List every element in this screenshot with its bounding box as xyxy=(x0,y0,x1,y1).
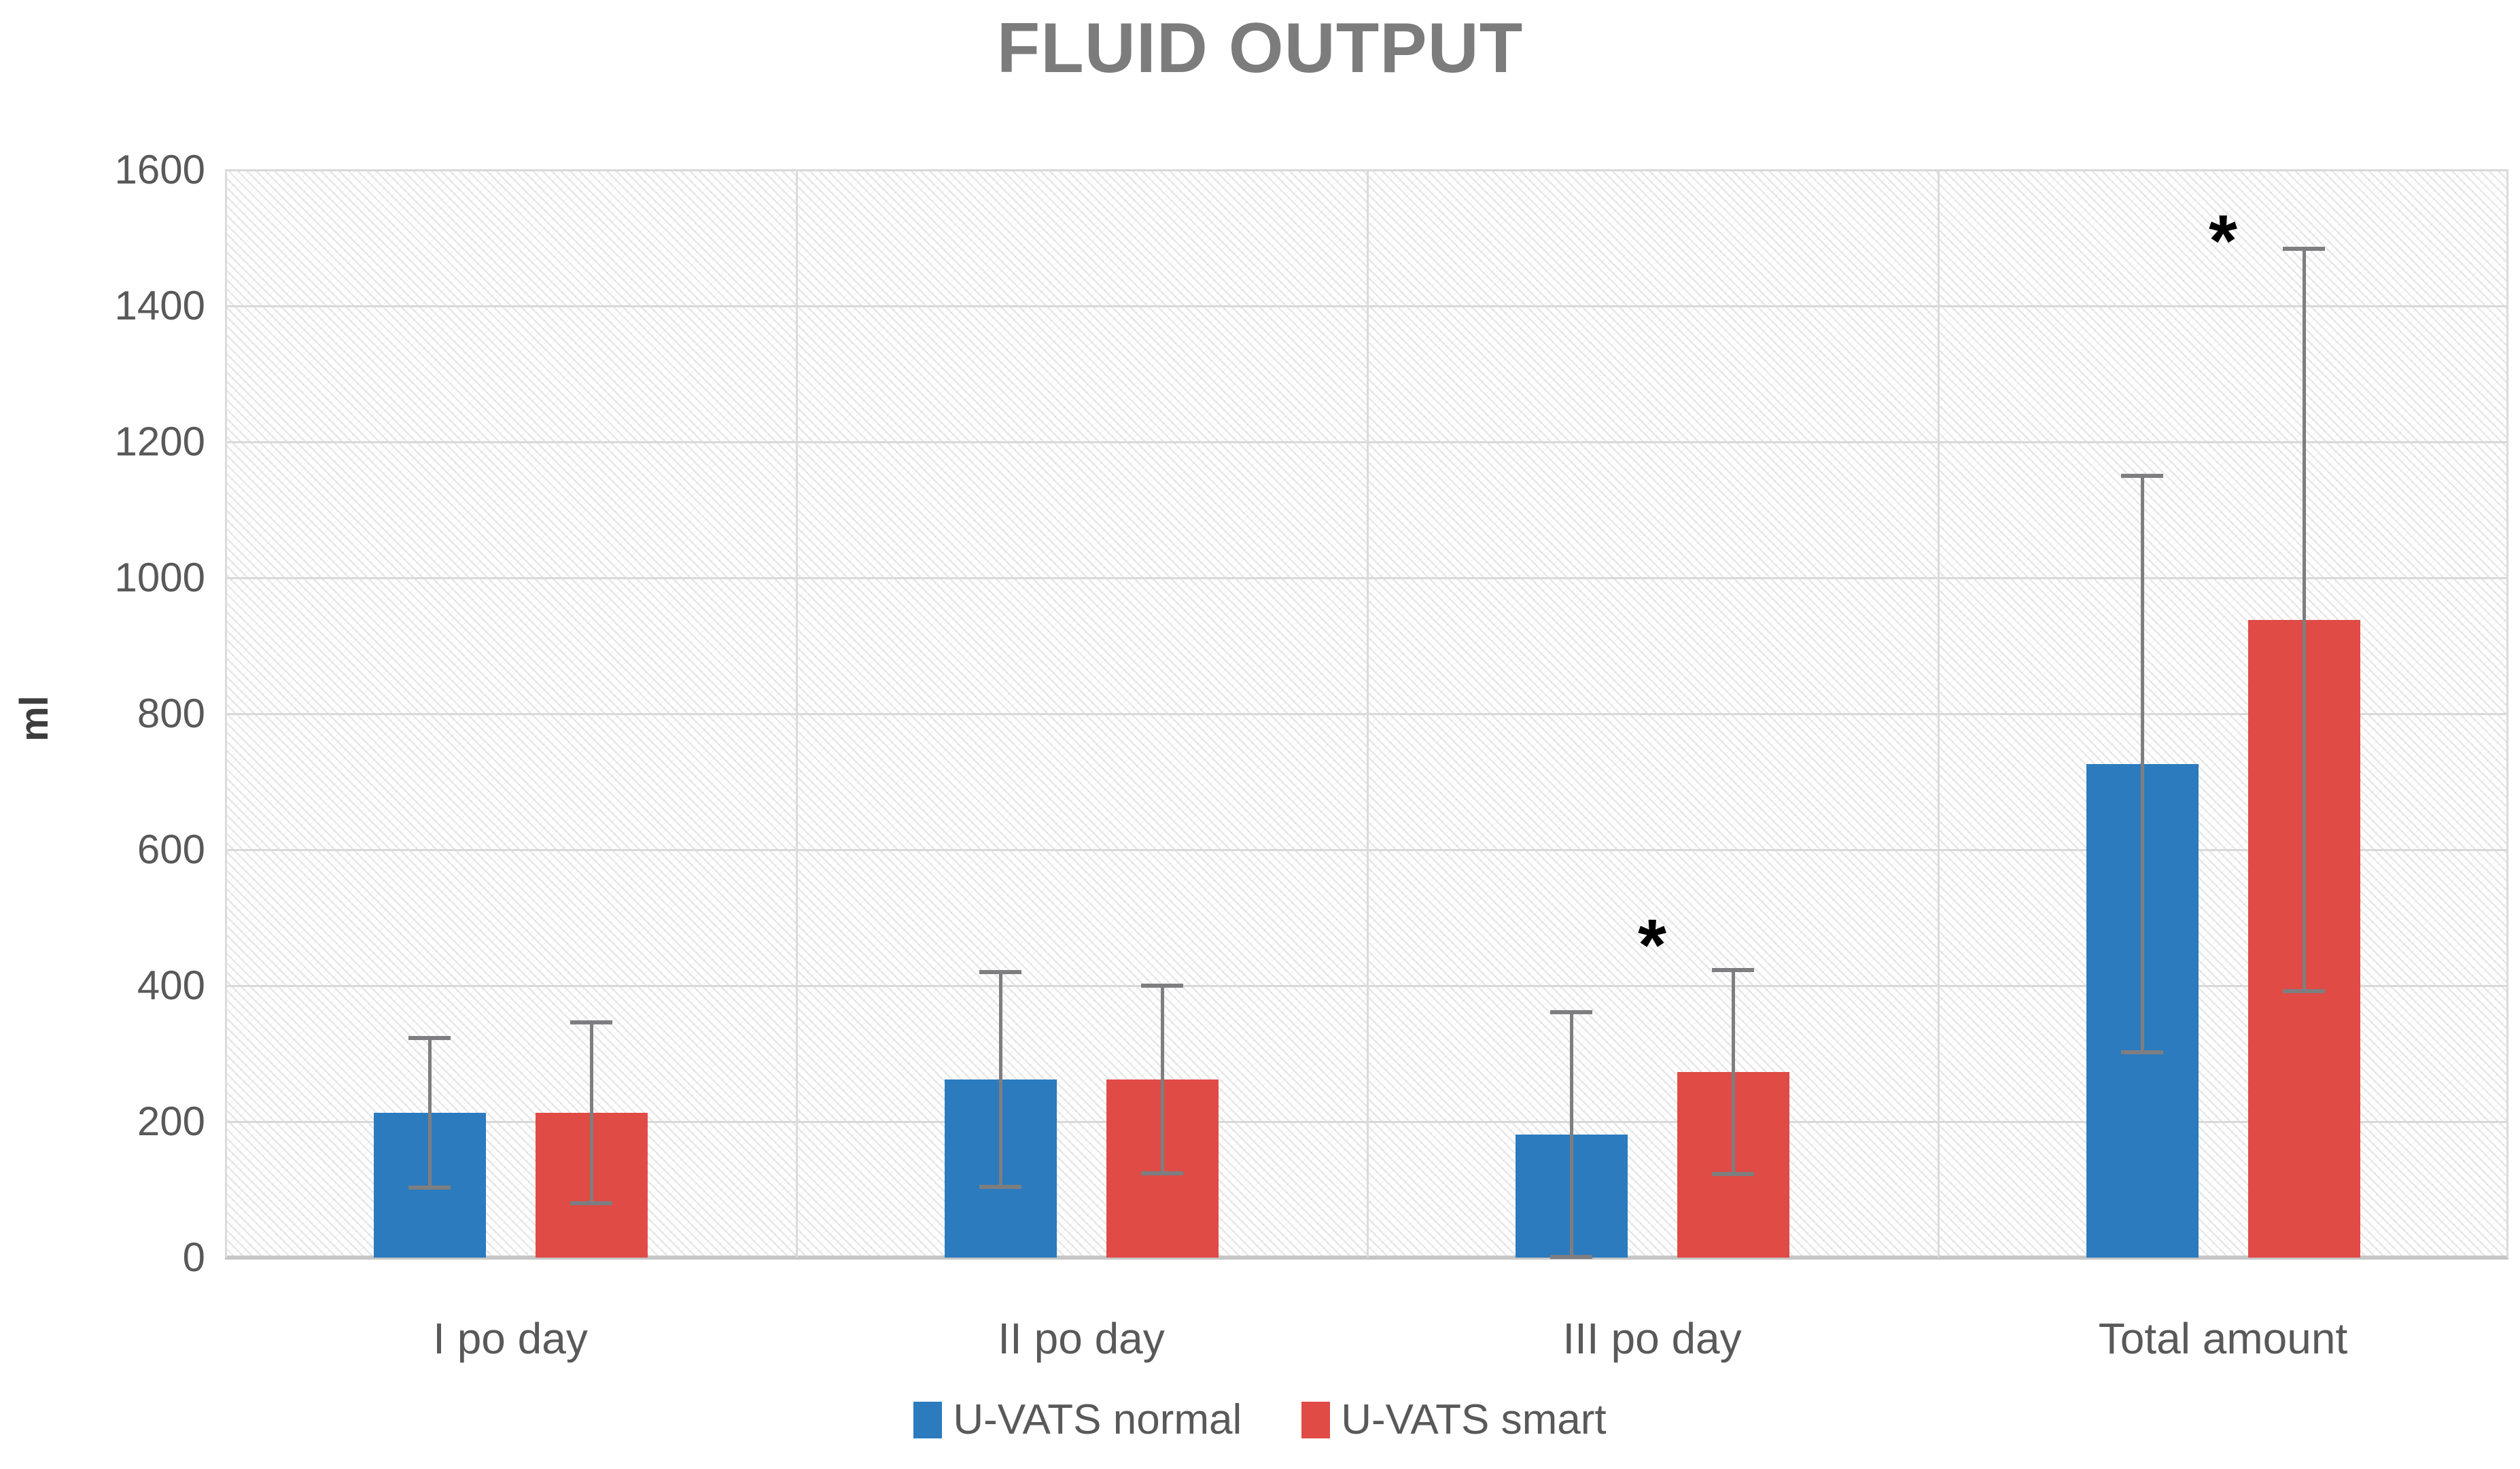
error-bar-line xyxy=(1569,1012,1573,1257)
error-bar-line xyxy=(1731,970,1735,1174)
error-bar-cap xyxy=(2283,247,2325,251)
legend-label: U-VATS smart xyxy=(1341,1396,1607,1443)
error-bar-cap xyxy=(979,970,1021,974)
vertical-gridline xyxy=(1367,170,1369,1258)
chart-title: FLUID OUTPUT xyxy=(996,9,1524,88)
y-tick-label: 0 xyxy=(182,1234,205,1280)
y-tick-label: 600 xyxy=(137,827,205,872)
error-bar-cap xyxy=(570,1201,612,1205)
legend-swatch-icon xyxy=(913,1402,943,1438)
y-tick-label: 1000 xyxy=(114,555,205,600)
y-tick-label: 1400 xyxy=(114,283,205,328)
error-bar-line xyxy=(998,972,1002,1187)
y-tick-label: 200 xyxy=(137,1099,205,1144)
legend-swatch-icon xyxy=(1301,1402,1331,1438)
x-category-label: II po day xyxy=(998,1314,1165,1363)
error-bar-cap xyxy=(408,1036,451,1040)
error-bar-cap xyxy=(1712,1172,1754,1176)
error-bar-cap xyxy=(2283,989,2325,993)
error-bar-cap xyxy=(408,1186,451,1190)
legend-item: U-VATS smart xyxy=(1301,1396,1607,1443)
vertical-gridline xyxy=(225,170,227,1258)
error-bar-cap xyxy=(1550,1010,1592,1014)
y-tick-label: 800 xyxy=(137,691,205,736)
error-bar-cap xyxy=(1141,1171,1183,1175)
x-category-label: Total amount xyxy=(2098,1314,2348,1363)
vertical-gridline xyxy=(2506,170,2508,1258)
error-bar-cap xyxy=(570,1020,612,1024)
legend-item: U-VATS normal xyxy=(913,1399,1242,1441)
y-tick-label: 1200 xyxy=(114,419,205,464)
error-bar-cap xyxy=(979,1185,1021,1189)
x-category-label: III po day xyxy=(1562,1314,1742,1363)
vertical-gridline xyxy=(1938,170,1940,1258)
error-bar-cap xyxy=(1712,968,1754,972)
error-bar-cap xyxy=(1141,984,1183,988)
error-bar-cap xyxy=(2121,474,2163,478)
legend-label: U-VATS normal xyxy=(953,1396,1242,1443)
error-bar-cap xyxy=(2121,1050,2163,1054)
significance-asterisk: * xyxy=(1637,903,1667,986)
error-bar-line xyxy=(427,1038,432,1188)
error-bar-line xyxy=(589,1022,593,1203)
x-category-label: I po day xyxy=(433,1314,588,1363)
plot-area: * * xyxy=(225,169,2508,1260)
error-bar-line xyxy=(2302,249,2306,991)
error-bar-line xyxy=(1160,986,1164,1173)
vertical-gridline xyxy=(796,170,798,1258)
error-bar-cap xyxy=(1550,1255,1592,1259)
y-tick-label: 400 xyxy=(137,963,205,1008)
significance-asterisk: * xyxy=(2208,199,2238,281)
y-tick-label: 1600 xyxy=(114,147,205,192)
error-bar-line xyxy=(2140,476,2144,1052)
legend: U-VATS normal U-VATS smart xyxy=(0,1399,2520,1441)
x-axis-line xyxy=(225,1256,2508,1260)
